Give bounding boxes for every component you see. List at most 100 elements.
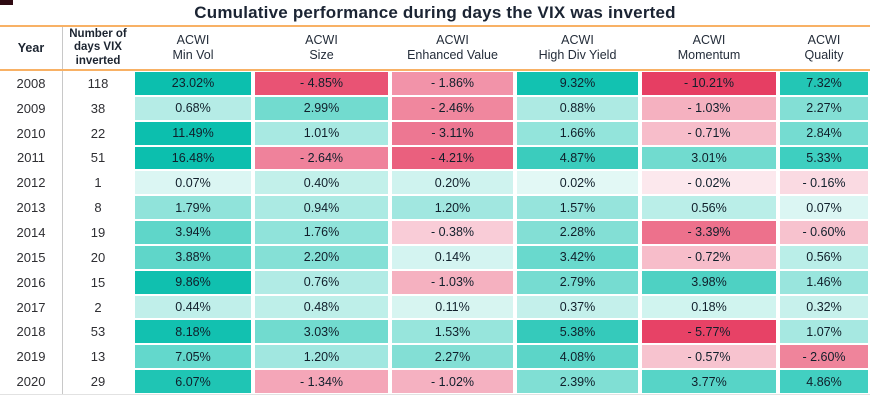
table-row: 2019 13 7.05% 1.20% 2.27% 4.08% - 0.57% - 2.60% — [0, 344, 870, 370]
performance-value: 0.68% — [135, 96, 251, 120]
year-cell: 2019 — [0, 344, 63, 370]
performance-cell: - 1.34% — [253, 369, 390, 394]
performance-cell: - 0.72% — [640, 245, 778, 270]
days-inverted-cell: 118 — [87, 75, 109, 91]
performance-value: - 1.34% — [255, 370, 388, 393]
performance-cell: 7.32% — [778, 71, 870, 96]
performance-value: - 1.03% — [642, 96, 776, 120]
performance-cell: 3.88% — [133, 245, 253, 270]
performance-cell: - 1.86% — [390, 71, 515, 96]
performance-value: - 0.57% — [642, 345, 776, 369]
table-row: 2011 51 16.48% - 2.64% - 4.21% 4.87% 3.01% 5.33… — [0, 145, 870, 171]
year-cell: 2013 — [0, 195, 63, 221]
performance-value: - 1.02% — [392, 370, 513, 393]
header-line: ACWI — [436, 33, 469, 48]
performance-value: 0.02% — [517, 171, 638, 195]
header-line: Momentum — [677, 48, 741, 62]
days-inverted-cell: 29 — [90, 374, 106, 390]
performance-value: 3.42% — [517, 245, 638, 269]
performance-cell: 1.20% — [390, 195, 515, 220]
performance-cell: 9.32% — [515, 71, 640, 96]
performance-cell: 0.11% — [390, 295, 515, 320]
performance-cell: - 0.71% — [640, 121, 778, 146]
performance-cell: 3.77% — [640, 369, 778, 394]
performance-cell: 2.28% — [515, 220, 640, 245]
column-header-acwi-enhanced-value: ACWI Enhanced Value — [390, 27, 515, 69]
performance-cell: 1.53% — [390, 319, 515, 344]
performance-value: 1.20% — [392, 196, 513, 220]
performance-value: - 1.03% — [392, 270, 513, 294]
performance-cell: 0.37% — [515, 295, 640, 320]
days-inverted-cell: 53 — [90, 324, 106, 340]
performance-value: - 5.77% — [642, 320, 776, 344]
performance-cell: - 4.85% — [253, 71, 390, 96]
performance-cell: 0.44% — [133, 295, 253, 320]
performance-value: - 2.46% — [392, 96, 513, 120]
performance-value: - 1.86% — [392, 72, 513, 95]
column-header-acwi-size: ACWI Size — [253, 27, 390, 69]
performance-cell: 0.88% — [515, 96, 640, 121]
days-inverted-cell: 20 — [90, 249, 106, 265]
performance-cell: 1.79% — [133, 195, 253, 220]
performance-value: 9.86% — [135, 270, 251, 294]
days-inverted-cell: 51 — [90, 150, 106, 166]
performance-value: 4.08% — [517, 345, 638, 369]
performance-cell: 0.48% — [253, 295, 390, 320]
performance-value: 3.94% — [135, 221, 251, 244]
performance-value: 1.01% — [255, 121, 388, 145]
performance-cell: - 10.21% — [640, 71, 778, 96]
performance-value: 0.44% — [135, 295, 251, 319]
performance-value: - 0.72% — [642, 245, 776, 269]
performance-value: 0.40% — [255, 171, 388, 195]
performance-value: 2.20% — [255, 245, 388, 269]
performance-value: - 10.21% — [642, 72, 776, 95]
performance-cell: 3.01% — [640, 146, 778, 171]
performance-cell: 4.87% — [515, 146, 640, 171]
performance-cell: 2.27% — [778, 96, 870, 121]
year-cell: 2010 — [0, 120, 63, 146]
table-row: 2017 2 0.44% 0.48% 0.11% 0.37% 0.18% 0.32% — [0, 294, 870, 320]
performance-value: - 0.60% — [780, 221, 868, 244]
performance-value: 11.49% — [135, 121, 251, 145]
performance-cell: 5.33% — [778, 146, 870, 171]
performance-value: 2.99% — [255, 96, 388, 120]
performance-value: 1.79% — [135, 196, 251, 220]
performance-value: - 0.38% — [392, 221, 513, 244]
performance-cell: - 3.39% — [640, 220, 778, 245]
performance-value: 1.66% — [517, 121, 638, 145]
column-header-acwi-min-vol: ACWI Min Vol — [133, 27, 253, 69]
performance-value: 2.28% — [517, 221, 638, 244]
column-header-acwi-high-div-yield: ACWI High Div Yield — [515, 27, 640, 69]
performance-cell: 0.56% — [778, 245, 870, 270]
performance-value: - 4.21% — [392, 146, 513, 170]
performance-cell: - 4.21% — [390, 146, 515, 171]
table-row: 2020 29 6.07% - 1.34% - 1.02% 2.39% 3.77% 4.86% — [0, 369, 870, 394]
table-row: 2014 19 3.94% 1.76% - 0.38% 2.28% - 3.39% - 0.6… — [0, 220, 870, 245]
table-row: 2016 15 9.86% 0.76% - 1.03% 2.79% 3.98% 1.46% — [0, 269, 870, 295]
performance-value: - 2.64% — [255, 146, 388, 170]
days-inverted-cell: 1 — [94, 175, 102, 191]
header-line: ACWI — [807, 33, 841, 48]
performance-cell: 0.20% — [390, 170, 515, 195]
performance-cell: - 1.03% — [390, 270, 515, 295]
performance-value: 5.38% — [517, 320, 638, 344]
performance-cell: 0.76% — [253, 270, 390, 295]
performance-value: - 3.11% — [392, 121, 513, 145]
performance-value: 2.79% — [517, 270, 638, 294]
performance-value: - 4.85% — [255, 72, 388, 95]
performance-cell: 3.98% — [640, 270, 778, 295]
performance-value: 8.18% — [135, 320, 251, 344]
performance-value: 0.20% — [392, 171, 513, 195]
header-line: Enhanced Value — [407, 48, 498, 62]
performance-value: 0.14% — [392, 245, 513, 269]
performance-cell: - 2.46% — [390, 96, 515, 121]
performance-cell: 0.56% — [640, 195, 778, 220]
performance-cell: - 1.02% — [390, 369, 515, 394]
table-header-row: Year Number of days VIX inverted ACWI Min… — [0, 27, 870, 71]
performance-cell: 9.86% — [133, 270, 253, 295]
performance-value: 0.11% — [392, 295, 513, 319]
performance-value: 2.84% — [780, 121, 868, 145]
performance-value: 23.02% — [135, 72, 251, 95]
performance-value: 0.94% — [255, 196, 388, 220]
performance-cell: 1.01% — [253, 121, 390, 146]
